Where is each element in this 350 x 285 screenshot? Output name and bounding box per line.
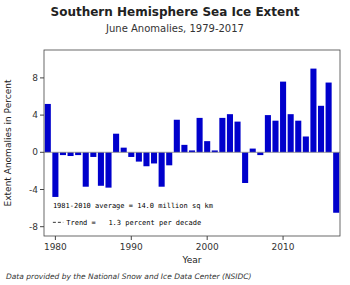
annotation: 1981-2010 average = 14.0 million sq km: [53, 202, 213, 210]
y-tick: [40, 115, 44, 116]
bar: [143, 152, 149, 166]
y-tick-label: 0: [32, 147, 38, 157]
trend-dash: [53, 222, 63, 223]
y-tick-label: -8: [29, 222, 38, 232]
annotation: Trend = 1.3 percent per decade: [66, 219, 201, 227]
x-tick-label: 2000: [196, 242, 219, 252]
bar: [105, 152, 111, 187]
bar: [98, 152, 104, 185]
x-tick: [131, 236, 132, 240]
x-tick-label: 1980: [44, 242, 67, 252]
y-tick: [40, 226, 44, 227]
bar: [136, 152, 142, 161]
bar: [68, 152, 74, 156]
zero-line: [44, 152, 340, 153]
bar: [333, 152, 339, 212]
y-tick-label: 4: [32, 110, 38, 120]
bar: [288, 114, 294, 152]
bar: [181, 145, 187, 152]
x-tick-label: 2010: [272, 242, 295, 252]
bar: [250, 149, 256, 153]
bar: [113, 134, 119, 153]
x-axis-label: Year: [181, 255, 201, 265]
bar: [121, 148, 127, 153]
bar: [128, 152, 134, 157]
bars: [44, 69, 340, 213]
bar: [45, 104, 51, 152]
bar: [295, 121, 301, 153]
y-tick: [40, 152, 44, 153]
bar: [326, 83, 332, 153]
x-tick: [207, 236, 208, 240]
bar: [52, 152, 58, 197]
bar: [197, 118, 203, 152]
bar: [318, 106, 324, 153]
footnote: Data provided by the National Snow and I…: [6, 272, 252, 281]
bar: [227, 114, 233, 152]
y-tick-label: -4: [29, 185, 38, 195]
chart: Southern Hemisphere Sea Ice Extent June A…: [0, 0, 350, 285]
x-tick: [283, 236, 284, 240]
bar: [159, 152, 165, 186]
bar: [151, 152, 157, 163]
y-tick: [40, 77, 44, 78]
x-tick-label: 1990: [120, 242, 143, 252]
bar: [219, 118, 225, 152]
bar: [174, 120, 180, 153]
bar: [166, 152, 172, 165]
bar: [204, 141, 210, 152]
bar: [60, 152, 66, 155]
bar: [265, 115, 271, 152]
bar: [90, 152, 96, 157]
x-tick: [55, 236, 56, 240]
bar: [75, 152, 81, 155]
bar: [280, 82, 286, 153]
subtitle: June Anomalies, 1979-2017: [105, 23, 244, 34]
y-axis-label: Extent Anomalies in Percent: [3, 79, 13, 206]
plot-frame: [44, 50, 340, 236]
bar: [83, 152, 89, 186]
bar: [242, 152, 248, 183]
bar: [303, 136, 309, 152]
bar: [257, 152, 263, 155]
y-tick: [40, 189, 44, 190]
title: Southern Hemisphere Sea Ice Extent: [51, 5, 300, 19]
y-tick-label: 8: [32, 73, 38, 83]
bar: [310, 69, 316, 153]
bar: [235, 122, 241, 153]
bar: [272, 121, 278, 153]
